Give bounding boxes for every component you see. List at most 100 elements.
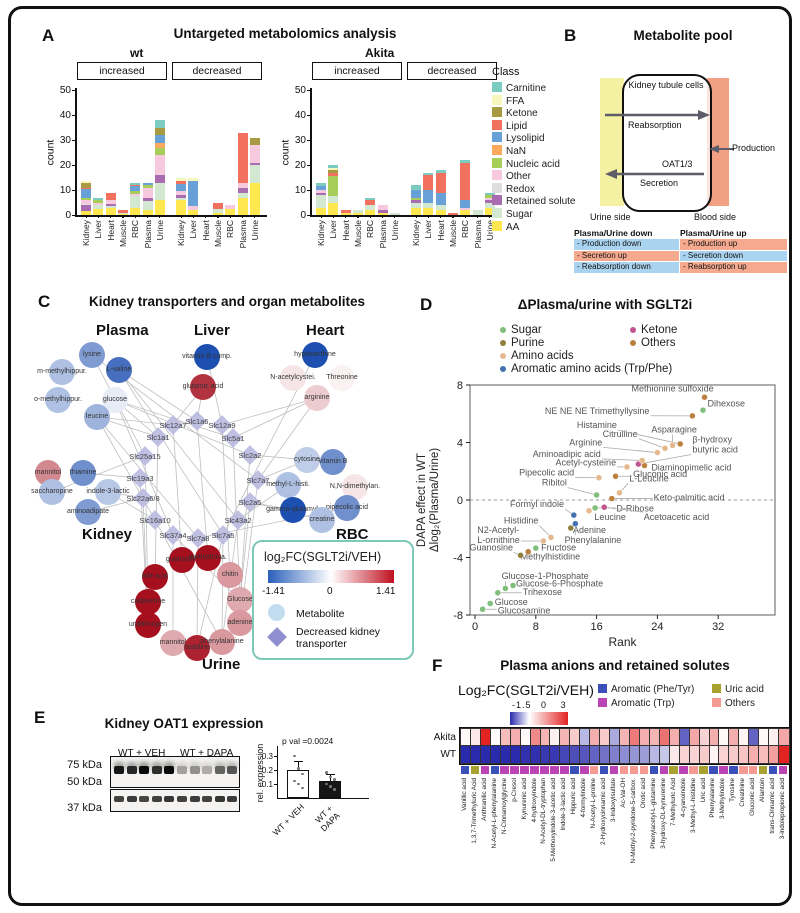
metabolite-node-cadaverine <box>135 589 161 615</box>
bar-segment <box>154 155 165 175</box>
heatmap-border <box>459 727 792 765</box>
blot-band-oat1 <box>189 766 200 774</box>
data-point <box>293 779 296 783</box>
panel-a-title: Untargeted metabolomics analysis <box>173 26 397 41</box>
bar-segment <box>316 186 326 190</box>
bar-segment <box>249 182 260 215</box>
blot-band-oat1 <box>227 766 238 774</box>
bar-segment <box>154 147 165 155</box>
bar-segment <box>130 182 141 185</box>
f-legend-item: Others <box>712 698 755 709</box>
bar-segment <box>117 210 128 213</box>
bar-segment <box>411 207 421 215</box>
metabolite-node-glutamic_acid <box>190 374 216 400</box>
x-tick <box>489 215 491 218</box>
class-swatch <box>492 220 502 231</box>
organ-label-liver: Liver <box>194 322 230 339</box>
svg-text:Glucose-6-Phosphate: Glucose-6-Phosphate <box>516 578 603 588</box>
y-tick <box>72 90 75 92</box>
category-strip-cell <box>520 766 529 774</box>
bar-segment <box>328 170 339 173</box>
bar-segment <box>212 208 223 213</box>
y-axis <box>310 88 312 215</box>
bar-segment <box>176 177 186 182</box>
bar-segment <box>130 191 141 194</box>
class-swatch <box>492 170 502 181</box>
x-category-label: Kidney <box>411 220 421 246</box>
x-tick <box>415 215 417 218</box>
f-column-label: N-Acetyl-L-phenylalanine <box>490 778 498 849</box>
urine-side-label: Urine side <box>590 212 631 222</box>
bar-segment <box>237 197 248 215</box>
x-tick <box>427 215 429 218</box>
svg-text:Ketone: Ketone <box>641 324 677 336</box>
reabsorption-label: Reabsorption <box>628 120 682 130</box>
x-category-label: RBC <box>460 220 471 238</box>
bar-segment <box>423 172 434 175</box>
y-tick-label: 0 <box>65 209 71 221</box>
bar-segment <box>460 162 471 200</box>
f-scale-min: -1.5 <box>512 700 532 710</box>
svg-text:0: 0 <box>472 621 478 633</box>
quant-tick-label: 0.1 <box>261 780 273 789</box>
category-strip-cell <box>500 766 509 774</box>
svg-text:Adenine: Adenine <box>573 525 606 535</box>
bar-segment <box>237 182 248 188</box>
y-tick <box>307 190 310 192</box>
f-column-label: Creatinine <box>739 778 747 807</box>
blot-band-oat1 <box>214 766 225 774</box>
blot-band-oat1 <box>126 766 137 774</box>
f-column-label: N-Methyl-2-pyridone-5-carbox. <box>629 778 637 864</box>
x-tick <box>440 215 442 218</box>
category-strip-cell <box>768 766 778 774</box>
blot-band-oat1 <box>177 766 187 774</box>
panel-f: F Plasma anions and retained solutes Log… <box>420 652 796 910</box>
y-tick <box>72 165 75 167</box>
y-tick-label: 40 <box>294 109 306 121</box>
bar-segment <box>237 192 248 198</box>
f-column-label: Kynurenic acid <box>520 778 528 820</box>
metabolite-node-aminoadipate <box>75 499 101 525</box>
blot-band-oat1 <box>202 766 213 774</box>
blot-band-loading <box>177 796 187 802</box>
bar-segment <box>484 202 495 208</box>
y-tick <box>72 115 75 117</box>
bar-segment <box>105 200 116 204</box>
stacked-bar <box>460 22 471 215</box>
transporter-label: Slc22a6/8 <box>126 493 160 503</box>
category-strip-cell <box>550 766 559 774</box>
stacked-bar <box>225 22 236 215</box>
bar-segment <box>130 207 141 215</box>
x-category-label: Heart <box>435 220 446 241</box>
pval-label: p val =0.0024 <box>282 736 334 746</box>
metabolite-node-methyl_l_histi <box>275 472 301 498</box>
transporter-label: Slc12a7 <box>159 420 187 430</box>
f-column-label: p-Cresol <box>510 778 518 802</box>
svg-text:Guanosine: Guanosine <box>469 542 513 552</box>
metabolite-node-l_valine <box>106 357 132 383</box>
class-legend-item: Other <box>492 170 531 182</box>
bar-segment <box>484 197 495 200</box>
bar-segment <box>188 206 199 210</box>
bar-segment <box>142 210 153 215</box>
blot-band-loading <box>164 796 175 802</box>
class-name: Nucleic acid <box>506 158 560 170</box>
x-category-label: Muscle <box>447 220 458 247</box>
bar-segment <box>377 205 388 210</box>
x-tick <box>464 215 466 218</box>
bar-segment <box>93 205 104 209</box>
category-strip-cell <box>530 766 539 774</box>
class-name: Retained solute <box>506 196 576 208</box>
category-strip-cell <box>699 766 708 774</box>
svg-text:Glucosamine: Glucosamine <box>498 606 551 616</box>
category-strip-cell <box>570 766 579 774</box>
class-legend-item: AA <box>492 220 519 233</box>
bar-segment <box>130 193 141 197</box>
class-legend-item: Carnitine <box>492 82 546 94</box>
bar-segment <box>176 200 186 215</box>
class-swatch <box>492 107 502 118</box>
bar-segment <box>212 212 223 215</box>
panel-d: D ΔPlasma/urine with SGLT2i Sugar Purine A… <box>415 290 797 662</box>
y-tick-label: 30 <box>294 134 306 146</box>
bar-segment <box>212 202 223 209</box>
